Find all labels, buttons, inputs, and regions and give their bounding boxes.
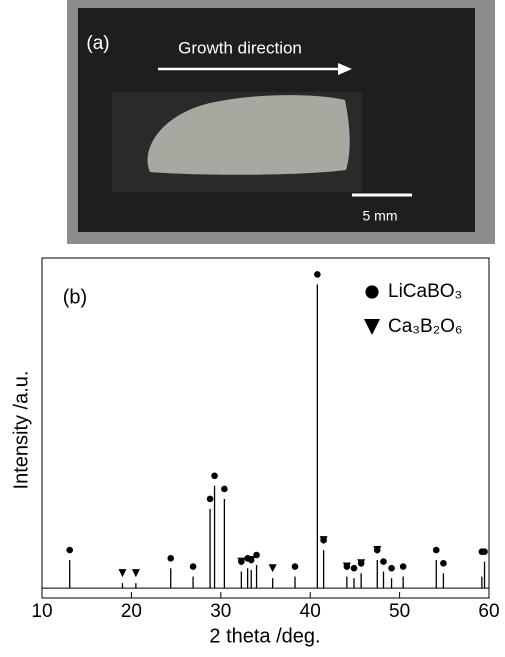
x-tick-label: 20	[121, 601, 142, 622]
panel-label: (a)	[86, 33, 109, 54]
y-axis-label: Intensity /a.u.	[10, 371, 32, 490]
legend-label: Ca₃B₂O₆	[388, 316, 463, 337]
phase-marker	[292, 563, 299, 570]
x-tick-label: 60	[478, 601, 499, 622]
legend-label: LiCaBO₃	[388, 281, 462, 302]
phase-marker	[351, 565, 358, 572]
phase-marker	[66, 547, 73, 554]
legend-symbol	[364, 319, 380, 335]
phase-marker	[380, 558, 387, 565]
legend-symbol	[365, 285, 378, 298]
phase-marker	[132, 569, 140, 577]
figure: (a) Growth direction 5 mm (b) 2 theta /d…	[0, 0, 505, 652]
phase-marker	[314, 271, 321, 278]
phase-marker	[211, 472, 218, 479]
x-tick-label: 10	[31, 601, 52, 622]
plot-frame	[42, 258, 489, 598]
scale-label: 5 mm	[363, 208, 398, 224]
x-tick-label: 30	[210, 601, 231, 622]
phase-marker	[440, 560, 447, 567]
x-axis-label: 2 theta /deg.	[209, 625, 320, 647]
phase-marker	[481, 548, 488, 555]
panel-label: (b)	[63, 286, 87, 308]
phase-marker	[190, 563, 197, 570]
phase-marker	[167, 555, 174, 562]
phase-marker	[207, 496, 214, 503]
phase-marker	[269, 564, 277, 572]
phase-marker	[400, 563, 407, 570]
x-tick-label: 40	[300, 601, 321, 622]
phase-marker	[221, 486, 228, 493]
phase-marker	[118, 569, 126, 577]
x-tick-label: 50	[389, 601, 410, 622]
phase-marker	[433, 547, 440, 554]
arrow-label: Growth direction	[178, 38, 302, 57]
photo-panel: (a) Growth direction 5 mm	[67, 0, 495, 244]
phase-marker	[388, 565, 395, 572]
